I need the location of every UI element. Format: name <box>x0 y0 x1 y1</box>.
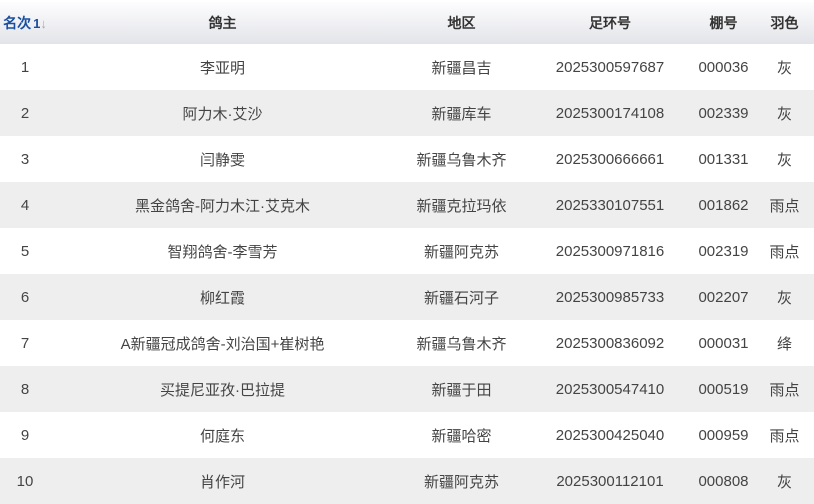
cell-region: 新疆昌吉 <box>431 59 492 77</box>
cell-shed: 001862 <box>692 182 755 228</box>
cell-ring: 2025300547410 <box>528 366 692 412</box>
table-row[interactable]: 2 阿力木·艾沙 新疆库车 2025300174108 002339 灰 <box>0 90 814 136</box>
table-row[interactable]: 6 柳红霞 新疆石河子 2025300985733 002207 灰 <box>0 274 814 320</box>
cell-shed: 001331 <box>698 150 749 168</box>
cell-ring: 2025300112101 <box>528 458 692 504</box>
cell-shed: 000031 <box>698 334 749 352</box>
cell-color: 绛 <box>776 335 792 353</box>
cell-rank: 3 <box>20 150 30 168</box>
cell-rank: 9 <box>20 426 30 444</box>
cell-region: 新疆哈密 <box>431 427 492 445</box>
cell-color: 灰 <box>755 458 814 504</box>
cell-owner: 买提尼亚孜·巴拉提 <box>50 366 395 412</box>
table-row[interactable]: 5 智翔鸽舍-李雪芳 新疆阿克苏 2025300971816 002319 雨点 <box>0 228 814 274</box>
table-row[interactable]: 7 A新疆冠成鸽舍-刘治国+崔树艳 新疆乌鲁木齐 2025300836092 00003… <box>0 320 814 366</box>
table-row[interactable]: 3 闫静雯 新疆乌鲁木齐 2025300666661 001331 灰 <box>0 136 814 182</box>
cell-color: 灰 <box>755 274 814 320</box>
cell-region: 新疆克拉玛依 <box>395 182 528 228</box>
cell-color: 雨点 <box>769 427 800 445</box>
cell-ring: 2025300425040 <box>555 426 665 444</box>
header-shed: 棚号 <box>692 2 755 44</box>
cell-shed: 000036 <box>698 58 749 76</box>
cell-owner: 肖作河 <box>50 458 395 504</box>
cell-rank: 1 <box>20 58 30 76</box>
cell-region: 新疆石河子 <box>395 274 528 320</box>
cell-color: 雨点 <box>755 182 814 228</box>
header-owner: 鸽主 <box>50 2 395 44</box>
cell-owner: 李亚明 <box>199 59 245 77</box>
cell-shed: 000959 <box>698 426 749 444</box>
cell-owner: 阿力木·艾沙 <box>50 90 395 136</box>
cell-owner: 柳红霞 <box>50 274 395 320</box>
header-rank[interactable]: 名次 1↓ <box>0 2 50 44</box>
cell-owner: A新疆冠成鸽舍-刘治国+崔树艳 <box>120 335 325 353</box>
cell-rank: 6 <box>0 274 50 320</box>
table-row[interactable]: 8 买提尼亚孜·巴拉提 新疆于田 2025300547410 000519 雨点 <box>0 366 814 412</box>
cell-color: 灰 <box>755 90 814 136</box>
table-row[interactable]: 1 李亚明 新疆昌吉 2025300597687 000036 灰 <box>0 44 814 90</box>
cell-region: 新疆阿克苏 <box>423 243 499 261</box>
header-region: 地区 <box>395 2 528 44</box>
cell-shed: 000519 <box>692 366 755 412</box>
cell-ring: 2025300174108 <box>528 90 692 136</box>
table-row[interactable]: 9 何庭东 新疆哈密 2025300425040 000959 雨点 <box>0 412 814 458</box>
header-rank-label: 名次 <box>3 15 32 31</box>
cell-ring: 2025300985733 <box>528 274 692 320</box>
cell-owner: 智翔鸽舍-李雪芳 <box>167 243 278 261</box>
cell-region: 新疆乌鲁木齐 <box>416 335 507 353</box>
cell-ring: 2025300971816 <box>555 242 665 260</box>
header-row: 名次 1↓ 鸽主 地区 足环号 棚号 羽色 <box>0 2 814 44</box>
header-color: 羽色 <box>755 2 814 44</box>
cell-rank: 10 <box>0 458 50 504</box>
cell-rank: 4 <box>0 182 50 228</box>
sort-asc-icon[interactable]: 1↓ <box>33 16 47 31</box>
cell-ring: 2025300597687 <box>555 58 665 76</box>
cell-owner: 何庭东 <box>199 427 245 445</box>
cell-region: 新疆阿克苏 <box>395 458 528 504</box>
cell-rank: 7 <box>20 334 30 352</box>
cell-ring: 2025330107551 <box>528 182 692 228</box>
cell-color: 灰 <box>776 59 792 77</box>
header-ring: 足环号 <box>528 2 692 44</box>
table-row[interactable]: 4 黑金鸽舍-阿力木江·艾克木 新疆克拉玛依 2025330107551 001862 雨… <box>0 182 814 228</box>
cell-rank: 5 <box>20 242 30 260</box>
cell-color: 雨点 <box>769 243 800 261</box>
cell-region: 新疆于田 <box>395 366 528 412</box>
cell-owner: 黑金鸽舍-阿力木江·艾克木 <box>50 182 395 228</box>
cell-shed: 002319 <box>698 242 749 260</box>
cell-region: 新疆乌鲁木齐 <box>416 151 507 169</box>
cell-ring: 2025300836092 <box>555 334 665 352</box>
cell-ring: 2025300666661 <box>555 150 665 168</box>
cell-region: 新疆库车 <box>395 90 528 136</box>
cell-shed: 002339 <box>692 90 755 136</box>
cell-rank: 8 <box>0 366 50 412</box>
cell-rank: 2 <box>0 90 50 136</box>
table-row[interactable]: 10 肖作河 新疆阿克苏 2025300112101 000808 灰 <box>0 458 814 504</box>
cell-color: 雨点 <box>755 366 814 412</box>
cell-shed: 000808 <box>692 458 755 504</box>
cell-color: 灰 <box>776 151 792 169</box>
cell-owner: 闫静雯 <box>199 151 245 169</box>
cell-shed: 002207 <box>692 274 755 320</box>
